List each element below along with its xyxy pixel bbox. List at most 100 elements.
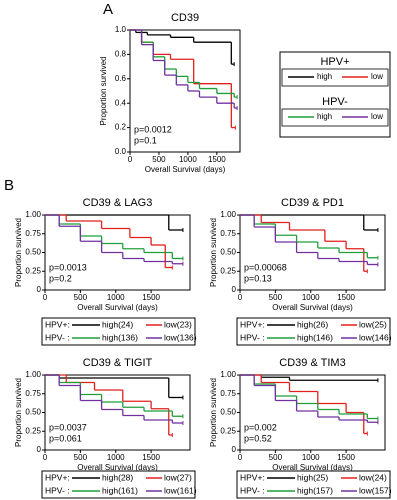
x-tick-label: 500 [74, 453, 88, 462]
legend-group: HPV+: [240, 319, 265, 329]
p-value: p=0.13 [244, 273, 272, 283]
legend-row [281, 108, 389, 127]
y-tick-label: 0.8 [115, 50, 127, 59]
x-tick-label: 500 [269, 293, 283, 302]
panel-label: B [4, 177, 14, 194]
chart-title: CD39 [171, 12, 199, 24]
x-tick-label: 1000 [302, 293, 320, 302]
y-tick-label: 1.00 [220, 370, 236, 379]
y-tick-label: 0.25 [25, 426, 41, 435]
x-axis-label: Overall Survival (days) [272, 303, 353, 312]
x-tick-label: 1500 [337, 453, 355, 462]
y-tick-label: 0 [37, 445, 42, 454]
p-value: p=0.2 [49, 273, 72, 283]
y-tick-label: 0.50 [25, 248, 41, 257]
legend-label: high(157) [297, 485, 333, 495]
legend-label: low(146) [359, 332, 392, 342]
x-tick-label: 500 [74, 293, 88, 302]
x-tick-label: 1500 [208, 155, 226, 164]
legend-label: low [371, 112, 383, 121]
y-tick-label: 0.2 [115, 123, 127, 132]
p-value: p=0.00068 [244, 262, 287, 272]
legend-label: low(161) [164, 485, 197, 495]
chart-title: CD39 & TIGIT [83, 357, 153, 369]
y-tick-label: 1.00 [25, 370, 41, 379]
legend-label: high(161) [102, 485, 138, 495]
legend-group: HPV- : [240, 485, 265, 495]
y-tick-label: 0 [232, 445, 237, 454]
y-axis-label: Proportion survived [99, 57, 108, 126]
legend-label: high(136) [102, 332, 138, 342]
x-tick-label: 500 [152, 155, 166, 164]
legend-group: HPV- : [45, 332, 70, 342]
legend-box [41, 470, 196, 499]
legend-box [236, 470, 391, 499]
x-axis-label: Overall Survival (days) [77, 303, 158, 312]
y-tick-label: 0.6 [115, 74, 127, 83]
legend-label: low(27) [164, 472, 192, 482]
y-tick-label: 0.75 [25, 229, 41, 238]
x-axis-label: Overall Survival (days) [272, 463, 353, 472]
x-tick-label: 1500 [142, 453, 160, 462]
x-tick-label: 1500 [142, 293, 160, 302]
x-axis-label: Overall Survival (days) [145, 165, 226, 174]
legend-group: HPV+: [240, 472, 265, 482]
y-tick-label: 0.50 [25, 408, 41, 417]
y-axis-label: Proportion survived [209, 378, 218, 447]
y-tick-label: 0 [37, 285, 42, 294]
x-tick-label: 0 [128, 155, 133, 164]
x-tick-label: 1500 [337, 293, 355, 302]
p-value: p=0.0037 [49, 422, 87, 432]
legend-label: low(23) [164, 319, 192, 329]
y-axis-label: Proportion survived [14, 218, 23, 287]
x-tick-label: 0 [43, 453, 48, 462]
legend-label: high [317, 72, 332, 81]
y-tick-label: 0.75 [220, 389, 236, 398]
x-tick-label: 0 [238, 453, 243, 462]
x-tick-label: 1000 [107, 453, 125, 462]
x-tick-label: 0 [238, 293, 243, 302]
x-tick-label: 1000 [179, 155, 197, 164]
legend-label: low(24) [359, 472, 387, 482]
y-tick-label: 0.25 [220, 266, 236, 275]
legend-box [279, 51, 391, 138]
legend-box [41, 317, 196, 346]
panel-label: A [103, 1, 113, 18]
chart-title: CD39 & LAG3 [83, 197, 153, 209]
plot-frame [129, 29, 241, 153]
y-tick-label: 1.00 [220, 210, 236, 219]
y-tick-label: 0.4 [115, 98, 127, 107]
y-tick-label: 0.75 [25, 389, 41, 398]
p-value: p=0.1 [134, 135, 157, 145]
legend-group: HPV- [322, 96, 348, 108]
legend-label: low(136) [164, 332, 197, 342]
y-tick-label: 0 [232, 285, 237, 294]
chart-title: CD39 & PD1 [281, 197, 344, 209]
y-tick-label: 1.0 [115, 25, 127, 34]
legend-group: HPV- : [240, 332, 265, 342]
x-tick-label: 1000 [302, 453, 320, 462]
legend-label: high(24) [102, 319, 133, 329]
legend-group: HPV- : [45, 485, 70, 495]
legend-label: low(25) [359, 319, 387, 329]
x-tick-label: 500 [269, 453, 283, 462]
legend-group: HPV+ [320, 56, 349, 68]
legend-row [281, 68, 389, 87]
y-tick-label: 0.75 [220, 229, 236, 238]
legend-label: low [371, 72, 383, 81]
p-value: p=0.52 [244, 433, 272, 443]
y-tick-label: 0.50 [220, 248, 236, 257]
legend-label: high(26) [297, 319, 328, 329]
y-tick-label: 1.00 [25, 210, 41, 219]
y-tick-label: 0.50 [220, 408, 236, 417]
legend-group: HPV+: [45, 319, 70, 329]
legend-label: high(25) [297, 472, 328, 482]
y-tick-label: 0.0 [115, 147, 127, 156]
x-axis-label: Overall Survival (days) [77, 463, 158, 472]
legend-label: high [317, 112, 332, 121]
p-value: p=0.0013 [49, 262, 87, 272]
chart-title: CD39 & TIM3 [279, 357, 345, 369]
legend-label: high(146) [297, 332, 333, 342]
y-tick-label: 0.25 [25, 266, 41, 275]
